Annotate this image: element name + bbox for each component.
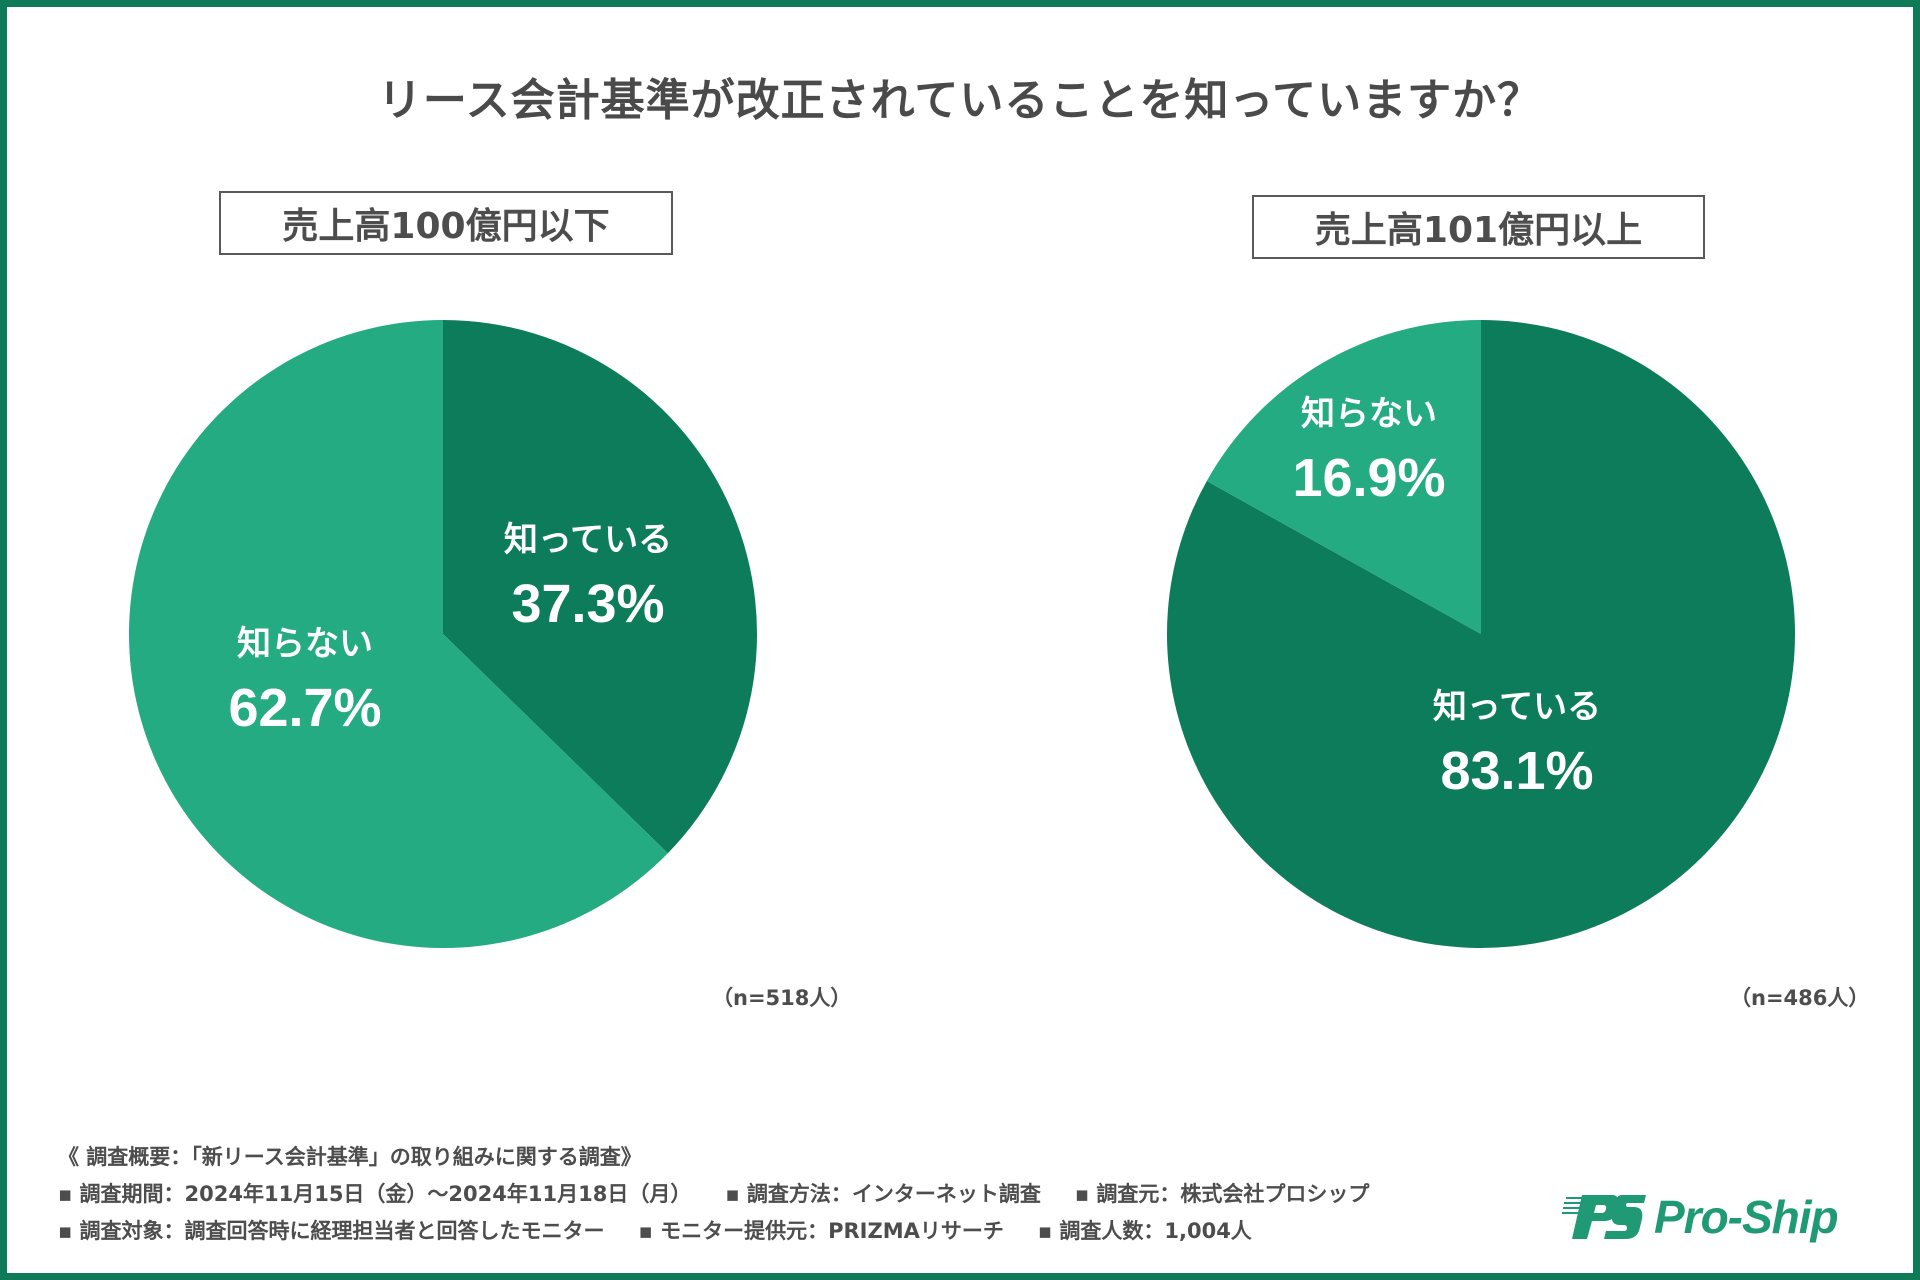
survey-heading-text: 《 調査概要：「新リース会計基準」の取り組みに関する調査》 bbox=[58, 1145, 642, 1169]
page-title: リース会計基準が改正されていることを知っていますか？ bbox=[377, 75, 1543, 126]
chart-title-right: 売上高101億円以上 bbox=[1252, 195, 1705, 259]
ps-mark-icon bbox=[1562, 1195, 1646, 1239]
survey-summary: 《 調査概要：「新リース会計基準」の取り組みに関する調査》 ▪ 調査期間：202… bbox=[58, 1139, 1403, 1250]
pie-slice-known bbox=[443, 320, 758, 854]
sample-size-right: （n=486人） bbox=[1730, 986, 1870, 1010]
survey-row: ▪ 調査期間：2024年11月15日（金）～2024年11月18日（月） ▪ 調… bbox=[58, 1176, 1403, 1213]
slice-label-unknown: 知らない bbox=[237, 624, 373, 664]
survey-source: ▪ 調査元：株式会社プロシップ bbox=[1074, 1182, 1370, 1206]
survey-method: ▪ 調査方法：インターネット調査 bbox=[725, 1182, 1041, 1206]
pie-slice-known bbox=[1167, 320, 1795, 949]
slice-value-unknown: 16.9% bbox=[1292, 448, 1445, 508]
logo-text: Pro-Ship bbox=[1654, 1191, 1839, 1243]
slice-value-known: 37.3% bbox=[511, 574, 664, 634]
slice-label-known: 知っている bbox=[1433, 687, 1601, 727]
survey-respondents: ▪ 調査人数：1,004人 bbox=[1037, 1219, 1252, 1243]
slice-value-known: 83.1% bbox=[1440, 741, 1593, 801]
pie-slice-unknown bbox=[128, 320, 668, 949]
survey-monitor-provider: ▪ モニター提供元：PRIZMAリサーチ bbox=[638, 1219, 1004, 1243]
chart-title-left: 売上高100億円以下 bbox=[219, 191, 673, 255]
slice-label-unknown: 知らない bbox=[1301, 394, 1437, 434]
pro-ship-logo: Pro-Ship bbox=[1560, 1186, 1880, 1248]
survey-period: ▪ 調査期間：2024年11月15日（金）～2024年11月18日（月） bbox=[58, 1182, 692, 1206]
survey-row: ▪ 調査対象：調査回答時に経理担当者と回答したモニター ▪ モニター提供元：PR… bbox=[58, 1213, 1403, 1250]
slice-value-unknown: 62.7% bbox=[228, 678, 381, 738]
survey-target: ▪ 調査対象：調査回答時に経理担当者と回答したモニター bbox=[58, 1219, 605, 1243]
pie-chart-left: 知っている 37.3% 知らない 62.7% bbox=[128, 320, 758, 949]
survey-heading: 《 調査概要：「新リース会計基準」の取り組みに関する調査》 bbox=[58, 1139, 1403, 1176]
pie-slice-unknown bbox=[1206, 320, 1481, 634]
slice-label-known: 知っている bbox=[504, 520, 672, 560]
pie-chart-right: 知っている 83.1% 知らない 16.9% bbox=[1167, 320, 1795, 949]
sample-size-left: （n=518人） bbox=[712, 986, 852, 1010]
